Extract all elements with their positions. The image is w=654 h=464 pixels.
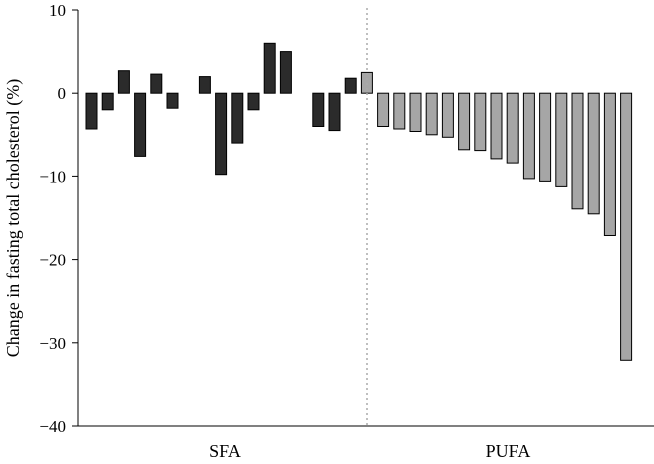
bar-sfa-5 bbox=[166, 92, 179, 109]
bar-sfa-9 bbox=[231, 92, 244, 144]
bar-sfa-4 bbox=[150, 73, 163, 94]
bar-sfa-11 bbox=[263, 42, 276, 94]
bar-sfa-12 bbox=[279, 51, 292, 94]
bar-sfa-8 bbox=[215, 92, 228, 176]
bar-pufa-11 bbox=[539, 92, 552, 182]
y-tick-label: 10 bbox=[49, 1, 66, 20]
group-label-pufa: PUFA bbox=[486, 441, 531, 461]
bar-sfa-7 bbox=[198, 76, 211, 94]
bar-pufa-8 bbox=[490, 92, 503, 160]
bar-pufa-6 bbox=[458, 92, 471, 151]
bar-sfa-14 bbox=[312, 92, 325, 127]
y-tick-label: −40 bbox=[39, 417, 66, 436]
bar-sfa-3 bbox=[134, 92, 147, 157]
plot-area bbox=[85, 42, 633, 361]
y-axis-title: Change in fasting total cholesterol (%) bbox=[3, 79, 24, 357]
bar-sfa-10 bbox=[247, 92, 260, 111]
bar-pufa-4 bbox=[425, 92, 438, 136]
bar-sfa-1 bbox=[101, 92, 114, 111]
bar-pufa-9 bbox=[506, 92, 519, 164]
bar-pufa-1 bbox=[377, 92, 390, 127]
bar-sfa-16 bbox=[344, 77, 357, 94]
y-axis-ticks: 10 0 −10 −20 −30 −40 bbox=[39, 1, 78, 436]
y-tick-label: −30 bbox=[39, 334, 66, 353]
bar-pufa-2 bbox=[393, 92, 406, 130]
bar-sfa-2 bbox=[117, 70, 130, 94]
bar-sfa-15 bbox=[328, 92, 341, 132]
bar-pufa-5 bbox=[441, 92, 454, 138]
bar-pufa-0 bbox=[360, 71, 373, 94]
bar-pufa-14 bbox=[587, 92, 600, 215]
group-label-sfa: SFA bbox=[209, 441, 241, 461]
bar-pufa-15 bbox=[603, 92, 616, 236]
y-tick-label: −20 bbox=[39, 251, 66, 270]
y-tick-label: −10 bbox=[39, 167, 66, 186]
bar-pufa-16 bbox=[620, 92, 633, 361]
bar-pufa-10 bbox=[522, 92, 535, 180]
y-tick-label: 0 bbox=[58, 84, 67, 103]
bar-pufa-7 bbox=[474, 92, 487, 152]
bar-pufa-12 bbox=[555, 92, 568, 187]
bar-sfa-0 bbox=[85, 92, 98, 130]
bar-pufa-13 bbox=[571, 92, 584, 210]
bar-pufa-3 bbox=[409, 92, 422, 132]
